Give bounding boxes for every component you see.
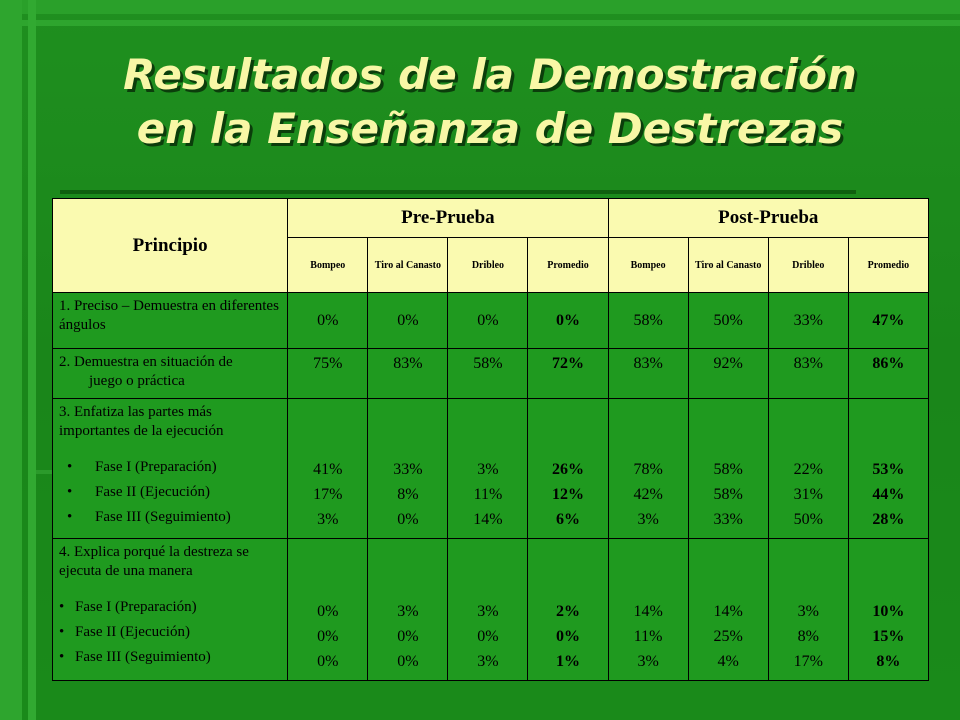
- phase-item: • Fase III (Seguimiento): [59, 505, 281, 530]
- subheader-post-dribleo: Dribleo: [767, 237, 849, 293]
- value-cell: 3% 0% 3%: [447, 538, 529, 681]
- average-cell: 2% 0% 1%: [527, 538, 609, 681]
- average-cell: 26% 12% 6%: [527, 398, 609, 539]
- value-cell: 3% 11% 14%: [447, 398, 529, 539]
- average-cell: 86%: [847, 348, 930, 399]
- value-cell: 14% 11% 3%: [607, 538, 689, 681]
- table-row: 1. Preciso – Demuestra en diferentes áng…: [51, 292, 930, 349]
- phase-item: • Fase I (Preparación): [59, 455, 281, 480]
- value-cell: 22% 31% 50%: [767, 398, 849, 539]
- subheader-pre-tiro: Tiro al Canasto: [367, 237, 449, 293]
- value-cell: 83%: [607, 348, 689, 399]
- value-cell: 0%: [447, 292, 529, 349]
- decor-stripe-top-thin: [0, 20, 960, 26]
- header-row-subheaders: Bompeo Tiro al Canasto Dribleo Promedio …: [53, 237, 930, 293]
- decor-shadow-line: [60, 190, 856, 194]
- value-cell: 58%: [607, 292, 689, 349]
- table-row: 3. Enfatiza las partes más importantes d…: [51, 398, 930, 539]
- value-cell: 3% 0% 0%: [367, 538, 449, 681]
- pre-prueba-header: Pre-Prueba: [287, 198, 609, 238]
- bullet-icon: •: [59, 624, 65, 640]
- value-cell: 3% 8% 17%: [767, 538, 849, 681]
- principio-header: Principio: [51, 198, 289, 293]
- subheader-post-tiro: Tiro al Canasto: [687, 237, 769, 293]
- value-cell: 92%: [687, 348, 769, 399]
- value-cell: 0%: [367, 292, 449, 349]
- results-table: Principio Pre-Prueba Post-Prueba Bompeo …: [51, 198, 930, 681]
- principle-text: 3. Enfatiza las partes más importantes d…: [59, 404, 224, 439]
- slide-title: Resultados de la Demostración en la Ense…: [0, 48, 960, 156]
- table-row: 2. Demuestra en situación de juego o prá…: [51, 348, 930, 399]
- value-cell: 50%: [687, 292, 769, 349]
- value-cell: 78% 42% 3%: [607, 398, 689, 539]
- bullet-icon: •: [59, 649, 65, 665]
- principle-text: 4. Explica porqué la destreza se ejecuta…: [59, 544, 249, 579]
- value-cell: 41% 17% 3%: [287, 398, 369, 539]
- average-cell: 53% 44% 28%: [847, 398, 930, 539]
- principle-cell: 3. Enfatiza las partes más importantes d…: [51, 398, 289, 539]
- principle-cell: 4. Explica porqué la destreza se ejecuta…: [51, 538, 289, 681]
- post-prueba-header: Post-Prueba: [607, 198, 930, 238]
- value-cell: 58% 58% 33%: [687, 398, 769, 539]
- slide-title-line1: Resultados de la Demostración: [123, 50, 857, 99]
- average-cell: 10% 15% 8%: [847, 538, 930, 681]
- value-cell: 33% 8% 0%: [367, 398, 449, 539]
- principle-line: juego o práctica: [89, 373, 185, 389]
- average-cell: 0%: [527, 292, 609, 349]
- subheader-pre-dribleo: Dribleo: [447, 237, 529, 293]
- bullet-icon: •: [67, 484, 73, 500]
- value-cell: 58%: [447, 348, 529, 399]
- phase-item: • Fase II (Ejecución): [59, 620, 281, 645]
- principle-cell: 1. Preciso – Demuestra en diferentes áng…: [51, 292, 289, 349]
- table-row: 4. Explica porqué la destreza se ejecuta…: [51, 538, 930, 681]
- subheader-pre-promedio: Promedio: [527, 237, 609, 293]
- subheader-post-promedio: Promedio: [847, 237, 930, 293]
- decor-stripe-left-thin: [28, 0, 36, 720]
- bullet-icon: •: [67, 509, 73, 525]
- decor-stripe-left: [0, 0, 22, 720]
- subheader-post-bompeo: Bompeo: [607, 237, 689, 293]
- principle-line: 2. Demuestra en situación de: [59, 354, 233, 370]
- value-cell: 83%: [767, 348, 849, 399]
- average-cell: 72%: [527, 348, 609, 399]
- phase-item: • Fase III (Seguimiento): [59, 645, 281, 670]
- subheader-pre-bompeo: Bompeo: [287, 237, 369, 293]
- value-cell: 75%: [287, 348, 369, 399]
- value-cell: 33%: [767, 292, 849, 349]
- value-cell: 83%: [367, 348, 449, 399]
- slide-title-line2: en la Enseñanza de Destrezas: [136, 104, 844, 153]
- bullet-icon: •: [67, 459, 73, 475]
- header-row-groups: Principio Pre-Prueba Post-Prueba: [51, 198, 930, 293]
- phase-item: • Fase II (Ejecución): [59, 480, 281, 505]
- bullet-icon: •: [59, 599, 65, 615]
- principle-cell: 2. Demuestra en situación de juego o prá…: [51, 348, 289, 399]
- phase-item: • Fase I (Preparación): [59, 595, 281, 620]
- value-cell: 0%: [287, 292, 369, 349]
- value-cell: 0% 0% 0%: [287, 538, 369, 681]
- decor-stripe-top: [0, 0, 960, 14]
- value-cell: 14% 25% 4%: [687, 538, 769, 681]
- average-cell: 47%: [847, 292, 930, 349]
